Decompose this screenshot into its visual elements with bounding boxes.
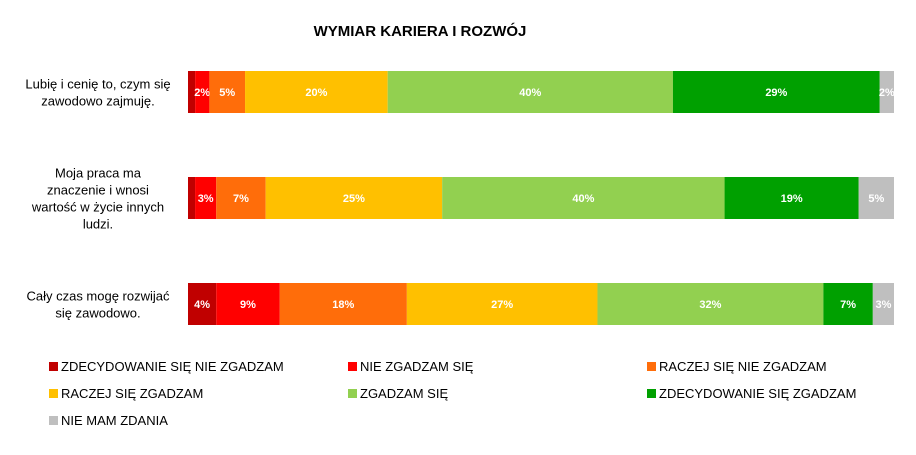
legend-label: NIE ZGADZAM SIĘ — [360, 359, 474, 374]
bar-segment — [597, 283, 824, 325]
category-label: Moja praca ma — [55, 166, 142, 181]
bars-group: 2% 5% 20% 40% 29% 2% 3% 7% 25% 40% 19% 5% 4% 9% 18% 27%… — [188, 71, 895, 325]
legend-swatch — [49, 362, 58, 371]
data-label: 40% — [572, 193, 594, 205]
legend-label: ZDECYDOWANIE SIĘ NIE ZGADZAM — [61, 359, 284, 374]
bar-segment — [209, 71, 246, 113]
legend-swatch — [647, 362, 656, 371]
data-label: 25% — [343, 193, 365, 205]
legend-label: ZGADZAM SIĘ — [360, 386, 448, 401]
data-label: 19% — [781, 193, 803, 205]
category-label: się zawodowo. — [55, 306, 140, 321]
legend-swatch — [348, 389, 357, 398]
legend-swatch — [49, 389, 58, 398]
data-label: 27% — [491, 299, 513, 311]
bar-segment — [216, 177, 266, 219]
data-label: 32% — [699, 299, 721, 311]
bar-segment — [279, 283, 407, 325]
data-label: 29% — [765, 87, 787, 99]
legend: ZDECYDOWANIE SIĘ NIE ZGADZAM NIE ZGADZAM … — [49, 359, 856, 428]
bar-segment — [879, 71, 894, 113]
bar-segment — [195, 71, 210, 113]
legend-swatch — [647, 389, 656, 398]
data-label: 3% — [198, 193, 214, 205]
bar-segment — [188, 71, 196, 113]
data-label: 3% — [875, 299, 891, 311]
category-label: ludzi. — [83, 217, 113, 232]
category-label: zawodowo zajmuję. — [41, 94, 154, 109]
data-label: 20% — [305, 87, 327, 99]
legend-swatch — [348, 362, 357, 371]
bar-segment — [724, 177, 859, 219]
category-labels: Lubię i cenię to, czym się zawodowo zajmu… — [25, 77, 170, 321]
legend-swatch — [49, 416, 58, 425]
legend-label: RACZEJ SIĘ NIE ZGADZAM — [659, 359, 827, 374]
data-label: 9% — [240, 299, 256, 311]
data-label: 4% — [194, 299, 210, 311]
bar-segment — [442, 177, 725, 219]
bar-segment — [195, 177, 217, 219]
category-label: Lubię i cenię to, czym się — [25, 77, 170, 92]
data-label: 40% — [519, 87, 541, 99]
bar-segment — [265, 177, 443, 219]
data-label: 2% — [879, 87, 895, 99]
bar-segment — [823, 283, 873, 325]
bar-segment — [672, 71, 880, 113]
bar-segment — [387, 71, 673, 113]
bar-segment — [406, 283, 598, 325]
data-label: 18% — [332, 299, 354, 311]
bar-segment — [245, 71, 388, 113]
bar-segment — [188, 177, 196, 219]
category-label: wartość w życie innych — [31, 200, 164, 215]
chart-title: WYMIAR KARIERA I ROZWÓJ — [314, 22, 527, 40]
data-label: 7% — [840, 299, 856, 311]
legend-label: ZDECYDOWANIE SIĘ ZGADZAM — [659, 386, 856, 401]
category-label: znaczenie i wnosi — [47, 183, 149, 198]
legend-label: NIE MAM ZDANIA — [61, 413, 168, 428]
data-label: 2% — [194, 87, 210, 99]
bar-segment — [872, 283, 894, 325]
category-label: Cały czas mogę rozwijać — [26, 289, 170, 304]
data-label: 5% — [868, 193, 884, 205]
bar-segment — [858, 177, 894, 219]
bar-segment — [188, 283, 217, 325]
data-label: 5% — [219, 87, 235, 99]
bar-segment — [216, 283, 280, 325]
legend-label: RACZEJ SIĘ ZGADZAM — [61, 386, 203, 401]
data-label: 7% — [233, 193, 249, 205]
